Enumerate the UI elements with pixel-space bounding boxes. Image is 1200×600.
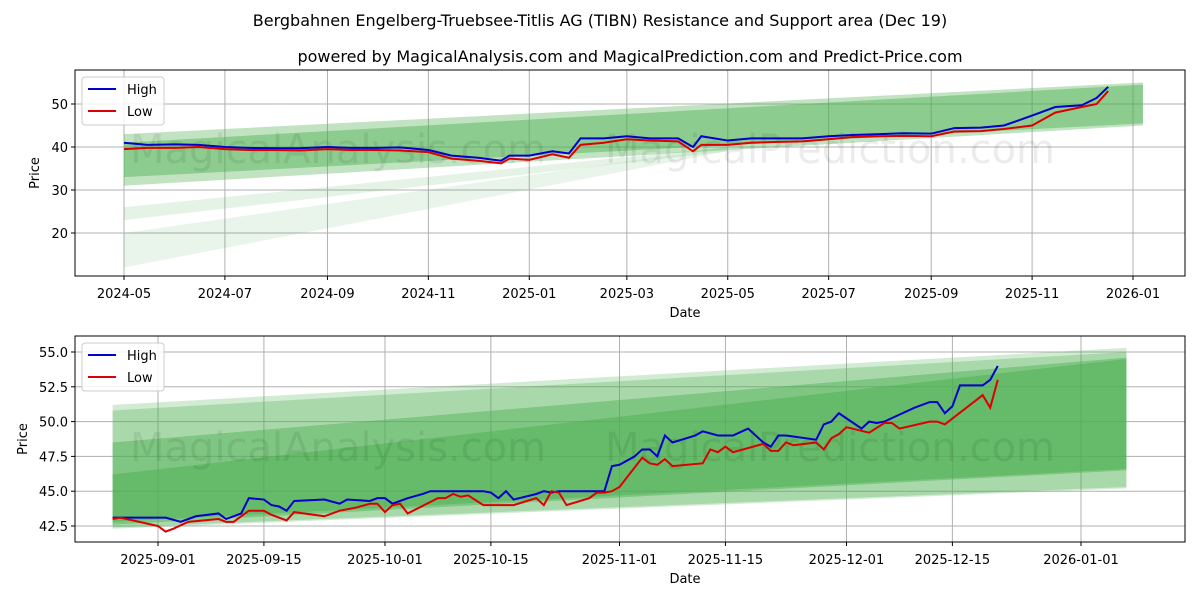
x-tick-label: 2025-03 [600, 287, 654, 302]
support-resistance-band [112, 358, 1127, 522]
x-tick-label: 2026-01-01 [1043, 553, 1119, 568]
x-tick-label: 2024-05 [97, 287, 151, 302]
x-tick-label: 2025-11 [1005, 287, 1059, 302]
x-axis-label: Date [669, 306, 700, 321]
support-resistance-band [124, 147, 728, 221]
x-tick-label: 2025-12-15 [915, 553, 991, 568]
x-tick-label: 2025-05 [701, 287, 755, 302]
y-axis-label: Price [28, 157, 43, 189]
plot-frame [74, 69, 1186, 277]
watermark-text: MagicalAnalysis.com [130, 425, 546, 471]
chart-subtitle: powered by MagicalAnalysis.com and Magic… [297, 47, 962, 66]
x-tick-label: 2024-09 [300, 287, 354, 302]
y-tick-label: 45.0 [39, 485, 68, 500]
watermark-text: MagicalPrediction.com [605, 425, 1055, 471]
support-resistance-band [124, 84, 1143, 178]
y-tick-label: 47.5 [39, 450, 68, 465]
x-axis-label: Date [669, 572, 700, 587]
x-tick-label: 2025-12-01 [809, 553, 885, 568]
x-tick-label: 2025-10-15 [453, 553, 529, 568]
x-tick-label: 2024-07 [198, 287, 252, 302]
x-tick-label: 2025-10-01 [347, 553, 423, 568]
legend: High Low [81, 76, 165, 126]
y-tick-label: 50.0 [39, 416, 68, 431]
legend-label-low: Low [127, 105, 153, 120]
plot-frame [74, 335, 1186, 543]
y-tick-label: 50 [51, 98, 68, 113]
x-tick-label: 2025-07 [801, 287, 855, 302]
series-line-high [123, 86, 1109, 162]
y-tick-label: 52.5 [39, 381, 68, 396]
chart-title: Bergbahnen Engelberg-Truebsee-Titlis AG … [253, 11, 947, 30]
legend-label-high: High [127, 83, 157, 98]
x-tick-label: 2025-09-01 [120, 553, 196, 568]
x-tick-label: 2024-11 [401, 287, 455, 302]
series-line-low [123, 90, 1109, 165]
top-plot-full-range: 2024-05 2024-07 2024-09 2024-11 2025-01 2025-… [28, 69, 1186, 321]
legend-label-high: High [127, 349, 157, 364]
y-tick-label: 40 [51, 141, 68, 156]
bottom-plot-recent-range: 2025-09-01 2025-09-15 2025-10-01 2025-10-15… [16, 335, 1186, 587]
y-tick-label: 55.0 [39, 346, 68, 361]
x-tick-label: 2026-01 [1106, 287, 1160, 302]
y-tick-label: 30 [51, 184, 68, 199]
y-axis-label: Price [16, 423, 31, 455]
legend-label-low: Low [127, 371, 153, 386]
legend: High Low [81, 342, 165, 392]
watermark-text: MagicalPrediction.com [605, 127, 1055, 173]
x-tick-label: 2025-11-15 [688, 553, 764, 568]
x-tick-label: 2025-01 [502, 287, 556, 302]
y-tick-label: 20 [51, 227, 68, 242]
support-resistance-band [124, 147, 728, 268]
x-tick-label: 2025-09-15 [226, 553, 302, 568]
series-line-low [112, 379, 999, 533]
y-tick-label: 42.5 [39, 520, 68, 535]
x-tick-label: 2025-11-01 [582, 553, 658, 568]
series-line-high [112, 365, 999, 523]
x-tick-label: 2025-09 [904, 287, 958, 302]
support-resistance-band [124, 82, 1143, 186]
